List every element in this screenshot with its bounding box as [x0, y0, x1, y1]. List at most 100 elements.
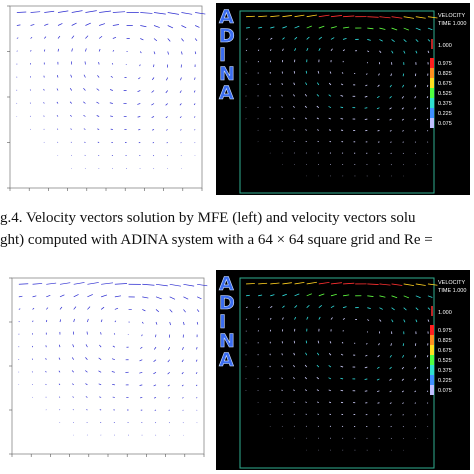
- vector: [257, 49, 260, 52]
- vector: [57, 10, 69, 13]
- vector: [365, 84, 368, 87]
- vector: [293, 105, 295, 108]
- vector: [414, 414, 417, 416]
- vector: [179, 103, 182, 106]
- vector: [70, 114, 72, 117]
- vector: [246, 294, 250, 297]
- vector: [281, 353, 283, 356]
- vector: [340, 389, 344, 392]
- vector: [43, 115, 45, 117]
- vector: [379, 283, 391, 286]
- vector: [330, 317, 333, 320]
- vector: [318, 36, 323, 40]
- vector: [364, 95, 368, 98]
- vector: [340, 95, 344, 97]
- vector: [167, 384, 170, 387]
- vector: [270, 15, 280, 18]
- vector: [43, 102, 45, 104]
- vector: [258, 26, 263, 29]
- vector: [415, 16, 426, 19]
- vector: [169, 296, 176, 300]
- vector: [196, 347, 198, 350]
- vector: [18, 283, 29, 285]
- logo-letter: A: [219, 6, 234, 28]
- vector: [390, 141, 392, 143]
- vector: [401, 366, 405, 370]
- vector: [304, 105, 307, 108]
- vector: [183, 309, 186, 313]
- vector: [16, 11, 27, 13]
- vector: [140, 38, 144, 41]
- vector: [57, 23, 63, 26]
- vector: [56, 128, 59, 130]
- vector: [165, 116, 168, 119]
- vector: [44, 36, 47, 39]
- vector: [379, 39, 383, 42]
- legend-label: 0.975: [438, 61, 452, 67]
- vector: [72, 344, 75, 348]
- vector: [414, 107, 417, 110]
- vector: [257, 38, 261, 40]
- vector: [414, 390, 417, 393]
- vector: [328, 389, 332, 392]
- vector: [59, 306, 63, 310]
- vector: [305, 413, 307, 415]
- vector: [70, 74, 73, 78]
- vector: [195, 359, 198, 362]
- vector: [180, 77, 182, 81]
- vector: [330, 282, 342, 285]
- vector: [193, 103, 196, 106]
- vector: [71, 357, 75, 360]
- vector: [257, 306, 261, 309]
- vector: [414, 355, 417, 358]
- vector: [341, 72, 344, 74]
- vector: [154, 346, 157, 350]
- vector: [137, 90, 141, 93]
- vector: [414, 96, 417, 99]
- vector: [137, 103, 141, 105]
- vector: [96, 88, 100, 91]
- vector: [376, 107, 380, 110]
- vector: [152, 129, 155, 131]
- vector: [317, 340, 320, 344]
- vector: [367, 295, 374, 297]
- vector: [328, 94, 332, 97]
- legend-label: 0.075: [438, 388, 452, 394]
- vector: [364, 107, 368, 109]
- vector: [270, 294, 275, 297]
- vector: [111, 358, 115, 361]
- vector: [340, 353, 344, 356]
- vector: [294, 293, 300, 297]
- vector: [142, 296, 149, 299]
- vector: [85, 383, 88, 386]
- vector: [294, 48, 297, 51]
- vector: [367, 283, 379, 285]
- vector: [167, 38, 171, 42]
- vector: [415, 50, 418, 54]
- vector: [306, 47, 309, 51]
- vector: [139, 64, 141, 67]
- vector: [367, 16, 379, 18]
- vector: [16, 24, 21, 26]
- vector: [98, 35, 103, 39]
- vector: [293, 129, 295, 131]
- vector: [281, 117, 283, 120]
- vector: [193, 116, 196, 118]
- vector: [85, 344, 88, 348]
- vector: [427, 50, 430, 54]
- vector: [181, 25, 187, 29]
- vector: [140, 25, 147, 28]
- vector: [71, 370, 74, 373]
- vector: [318, 293, 325, 297]
- vector: [109, 102, 113, 104]
- vector: [97, 75, 100, 78]
- vector: [389, 378, 392, 381]
- vector: [245, 318, 248, 320]
- vector: [427, 319, 430, 322]
- vector: [100, 332, 102, 335]
- vector: [316, 389, 320, 392]
- vector: [153, 51, 156, 55]
- legend-max: 1.000: [438, 43, 452, 49]
- vector: [165, 90, 168, 94]
- vector: [305, 82, 308, 86]
